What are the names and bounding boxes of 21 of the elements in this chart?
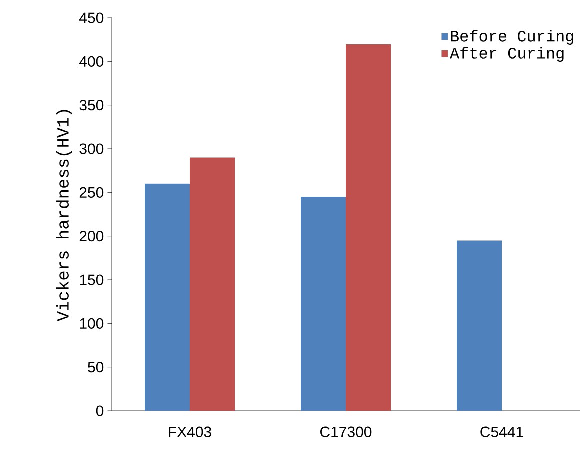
- y-axis-title: Vickers hardness(HV1): [56, 110, 72, 322]
- y-tick-label: 450: [80, 12, 104, 24]
- y-tick-label: 150: [80, 274, 104, 286]
- bar: [346, 44, 391, 411]
- y-tick-label: 100: [80, 318, 104, 329]
- y-tick-label: 300: [80, 144, 104, 154]
- y-tick-label: 50: [88, 362, 104, 373]
- bar: [190, 158, 235, 411]
- y-tick-label: 200: [80, 231, 104, 242]
- y-tick-label: 0: [96, 406, 104, 416]
- y-tick-label: 250: [80, 187, 104, 198]
- bar: [145, 184, 190, 411]
- y-tick-label: 350: [80, 100, 104, 111]
- legend-label: Before Curing: [451, 30, 574, 45]
- bar: [457, 240, 502, 411]
- x-tick-label: FX403: [169, 426, 212, 438]
- x-tick-label: C5441: [480, 426, 524, 438]
- legend-label: After Curing: [450, 47, 564, 62]
- y-tick-label: 400: [80, 56, 104, 67]
- bar: [301, 197, 346, 411]
- x-tick-label: C17300: [320, 426, 372, 438]
